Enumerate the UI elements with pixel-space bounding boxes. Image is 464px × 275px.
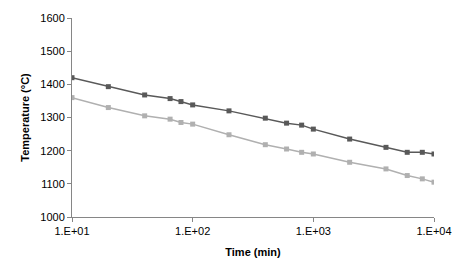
- svg-text:Time (min): Time (min): [225, 246, 281, 258]
- svg-text:1000: 1000: [40, 211, 64, 223]
- svg-text:1300: 1300: [40, 111, 64, 123]
- svg-text:1100: 1100: [41, 178, 65, 190]
- svg-text:1500: 1500: [40, 45, 64, 57]
- svg-text:1400: 1400: [40, 78, 64, 90]
- svg-text:1.E+01: 1.E+01: [54, 225, 89, 237]
- svg-text:Temperature (°C): Temperature (°C): [19, 73, 31, 162]
- svg-text:1200: 1200: [40, 145, 64, 157]
- svg-text:1600: 1600: [40, 12, 64, 24]
- svg-text:1.E+04: 1.E+04: [416, 225, 451, 237]
- svg-text:1.E+02: 1.E+02: [175, 225, 210, 237]
- svg-text:1.E+03: 1.E+03: [296, 225, 331, 237]
